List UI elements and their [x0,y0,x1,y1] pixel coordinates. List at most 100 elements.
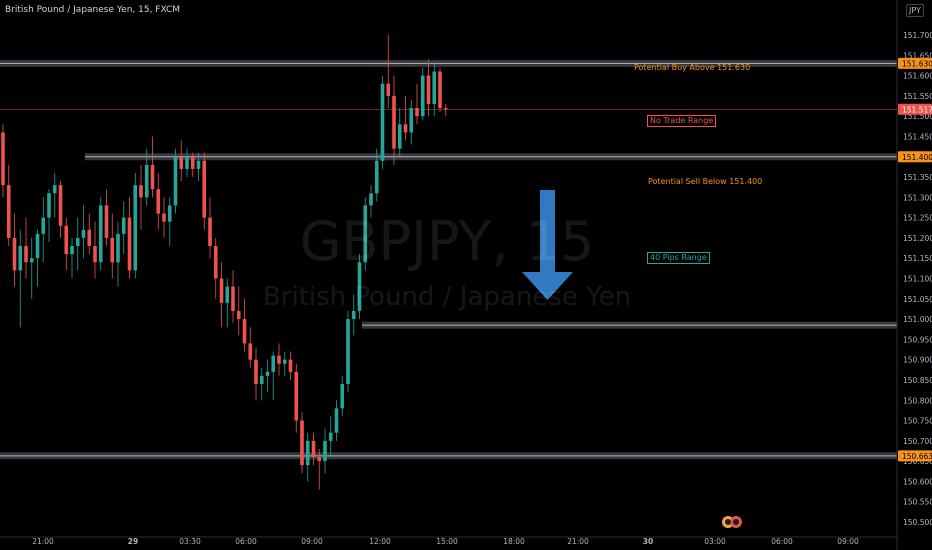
candle-body [219,278,224,303]
candle-body [144,164,149,198]
y-tick-label: 151.150 [903,254,932,263]
candle-up [334,400,339,441]
candle-down [219,262,224,328]
candle-down [12,213,17,287]
candle-body [24,246,28,263]
candle-down [254,347,258,401]
y-tick-label: 150.550 [903,498,932,507]
candle-up [409,99,414,145]
candle-body [415,108,419,117]
candle-down [208,197,212,259]
price-tag-label: 151.630 [902,59,932,68]
candle-body [167,205,172,222]
candle-body [357,262,362,311]
buy-annotation[interactable]: Potential Buy Above 151.630 [634,63,751,72]
candle-body [173,156,178,206]
candle-up [116,221,120,287]
candle-down [242,298,247,352]
candle-down [190,152,195,178]
candle-body [288,359,293,372]
candle-up [328,416,333,458]
candle-down [231,270,235,324]
last-price-tag [898,103,932,115]
candle-down [236,286,241,336]
candle-down [213,237,218,299]
candle-body [133,185,138,271]
candle-body [369,193,373,206]
candle-body [87,229,92,247]
candle-body [305,440,310,466]
x-tick-label: 29 [128,537,138,546]
candle-down [248,327,253,368]
sell-annotation[interactable]: Potential Sell Below 151.400 [648,177,763,186]
candle-body [81,229,86,238]
candle-up [121,201,126,255]
candle-body [190,156,195,169]
x-tick-label: 21:00 [32,537,54,546]
candle-body [323,440,327,462]
x-tick-label: 03:00 [704,537,726,546]
candle-down [415,83,419,125]
x-tick-label: 15:00 [436,537,458,546]
candle-body [363,205,368,263]
y-tick-label: 151.700 [903,31,932,40]
candle-up [196,152,201,182]
candle-body [277,355,281,364]
time-axis: 21:00 29 03:30 06:00 09:00 12:00 15:00 18:00 21:… [0,536,897,546]
candle-down [403,95,408,141]
candle-body [403,124,408,133]
candle-down [288,351,293,380]
y-tick-label: 151.100 [903,275,932,284]
candle-body [185,156,189,169]
candle-up [70,237,74,279]
candle-up [363,197,368,271]
candle-body [236,310,241,320]
candle-down [64,217,69,271]
x-tick-label: 21:00 [567,537,589,546]
candle-body [93,246,97,263]
candle-down [317,448,322,490]
x-tick-label: 06:00 [771,537,793,546]
candle-body [231,286,235,311]
candle-body [98,205,103,263]
no-trade-annotation[interactable]: No Trade Range [647,115,717,127]
price-tag-label: 151.517 [902,105,932,114]
candle-down [93,221,97,279]
x-tick-label: 18:00 [503,537,525,546]
currency-button[interactable]: JPY [906,4,924,17]
y-tick-label: 150.900 [903,356,932,365]
candle-down [277,343,281,376]
y-tick-label: 150.750 [903,417,932,426]
candle-down [1,124,5,198]
candle-down [139,164,143,230]
candle-body [6,185,11,238]
level-price-tag [898,151,932,163]
y-tick-label: 150.650 [903,457,932,466]
candle-up [340,375,345,417]
candle-up [357,254,362,320]
candle-body [58,185,63,226]
candle-up [35,229,40,287]
candle-body [426,75,431,104]
pips-range-annotation[interactable]: 40 Pips Range [647,252,710,264]
candle-body [110,237,115,263]
candle-body [202,160,207,218]
candlestick-series [1,35,448,490]
candle-up [185,148,189,178]
candle-body [242,319,247,344]
y-tick-label: 150.850 [903,376,932,385]
candle-up [369,185,373,218]
candle-body [346,319,350,385]
candle-down [311,432,316,466]
level-price-tag [898,450,932,462]
price-tag-label: 150.663 [902,452,932,461]
candle-down [386,35,391,109]
y-tick-label: 150.950 [903,335,932,344]
candle-body [248,343,253,360]
candle-body [397,124,402,149]
candle-body [47,193,51,218]
y-tick-label: 150.700 [903,437,932,446]
candle-down [300,412,304,474]
candle-up [144,148,149,206]
